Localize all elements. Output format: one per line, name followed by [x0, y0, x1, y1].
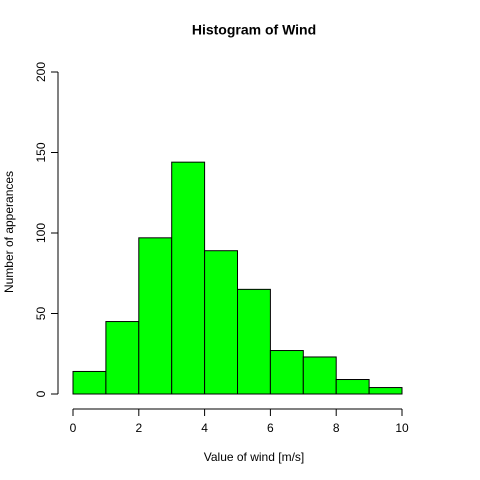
y-tick-label: 100	[34, 223, 48, 243]
bar	[204, 250, 239, 395]
chart-title: Histogram of Wind	[192, 22, 316, 38]
bar	[171, 161, 206, 395]
x-tick-label: 8	[333, 421, 340, 435]
x-tick-label: 4	[201, 421, 208, 435]
x-tick-label: 6	[267, 421, 274, 435]
x-tick-label: 10	[395, 421, 409, 435]
bar	[72, 370, 107, 395]
bar	[237, 288, 271, 395]
x-axis-label: Value of wind [m/s]	[204, 450, 305, 464]
bar	[105, 321, 140, 395]
x-tick-label: 2	[135, 421, 142, 435]
y-tick-label: 50	[34, 307, 48, 321]
bar	[302, 356, 337, 395]
y-tick-label: 150	[34, 142, 48, 162]
y-tick-label: 200	[34, 62, 48, 82]
bar	[368, 387, 403, 395]
bar	[138, 237, 173, 395]
x-tick-label: 0	[70, 421, 77, 435]
bar	[269, 350, 304, 395]
y-tick-label: 0	[34, 390, 48, 397]
bar	[335, 379, 370, 395]
y-axis-label: Number of apperances	[2, 171, 16, 293]
